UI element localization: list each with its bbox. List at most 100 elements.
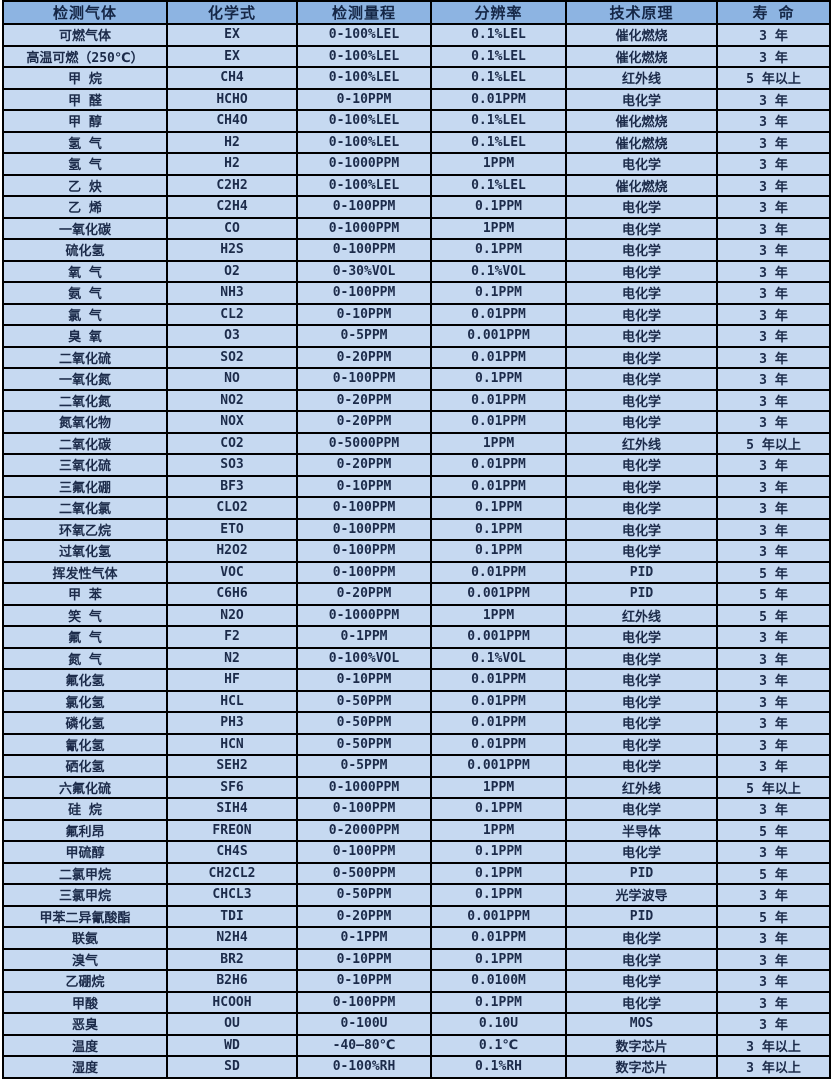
table-row: 二氧化氯 CLO2 0-100PPM 0.1PPM 电化学 3 年	[2, 496, 831, 520]
cell-formula: CH4O	[166, 109, 298, 133]
cell-lifespan: 3 年	[716, 840, 831, 864]
table-row: 氰化氢 HCN 0-50PPM 0.01PPM 电化学 3 年	[2, 732, 831, 756]
cell-gas: 氧 气	[2, 259, 168, 283]
cell-formula: N2O	[166, 603, 298, 627]
cell-principle: 电化学	[565, 216, 718, 240]
cell-lifespan: 3 年	[716, 646, 831, 670]
cell-formula: FREON	[166, 818, 298, 842]
cell-resolution: 0.01PPM	[430, 388, 567, 412]
cell-gas: 氮氧化物	[2, 410, 168, 434]
cell-range: 0-10PPM	[296, 302, 432, 326]
cell-gas: 甲 苯	[2, 582, 168, 606]
table-row: 甲苯二异氰酸酯 TDI 0-20PPM 0.001PPM PID 5 年	[2, 904, 831, 928]
cell-principle: 电化学	[565, 840, 718, 864]
cell-principle: 红外线	[565, 775, 718, 799]
cell-lifespan: 3 年	[716, 969, 831, 993]
cell-lifespan: 3 年	[716, 797, 831, 821]
cell-range: 0-100PPM	[296, 517, 432, 541]
cell-resolution: 1PPM	[430, 775, 567, 799]
cell-range: 0-20PPM	[296, 345, 432, 369]
cell-principle: 电化学	[565, 732, 718, 756]
cell-formula: EX	[166, 44, 298, 68]
table-row: 氢 气 H2 0-100%LEL 0.1%LEL 催化燃烧 3 年	[2, 130, 831, 154]
cell-principle: 半导体	[565, 818, 718, 842]
cell-principle: 电化学	[565, 625, 718, 649]
cell-resolution: 0.1PPM	[430, 861, 567, 885]
cell-principle: PID	[565, 582, 718, 606]
cell-principle: 电化学	[565, 195, 718, 219]
cell-range: 0-100PPM	[296, 797, 432, 821]
cell-range: 0-20PPM	[296, 582, 432, 606]
cell-resolution: 0.01PPM	[430, 711, 567, 735]
cell-resolution: 1PPM	[430, 603, 567, 627]
table-row: 六氟化硫 SF6 0-1000PPM 1PPM 红外线 5 年以上	[2, 775, 831, 799]
cell-range: 0-100U	[296, 1012, 432, 1036]
cell-lifespan: 3 年	[716, 668, 831, 692]
cell-resolution: 0.01PPM	[430, 732, 567, 756]
cell-formula: C6H6	[166, 582, 298, 606]
table-row: 氧 气 O2 0-30%VOL 0.1%VOL 电化学 3 年	[2, 259, 831, 283]
cell-resolution: 0.10U	[430, 1012, 567, 1036]
cell-range: 0-100%VOL	[296, 646, 432, 670]
table-row: 氮 气 N2 0-100%VOL 0.1%VOL 电化学 3 年	[2, 646, 831, 670]
table-row: 温度 WD -40—80℃ 0.1℃ 数字芯片 3 年以上	[2, 1033, 831, 1057]
table-header-row: 检测气体 化学式 检测量程 分辨率 技术原理 寿 命	[2, 0, 831, 25]
cell-range: 0-100PPM	[296, 238, 432, 262]
cell-formula: O3	[166, 324, 298, 348]
cell-lifespan: 3 年	[716, 216, 831, 240]
column-header-formula: 化学式	[166, 0, 298, 25]
cell-gas: 溴气	[2, 947, 168, 971]
cell-resolution: 0.1PPM	[430, 195, 567, 219]
cell-gas: 三氟化硼	[2, 474, 168, 498]
table-row: 三氧化硫 SO3 0-20PPM 0.01PPM 电化学 3 年	[2, 453, 831, 477]
cell-range: 0-5000PPM	[296, 431, 432, 455]
cell-range: 0-100%RH	[296, 1055, 432, 1079]
cell-resolution: 0.01PPM	[430, 302, 567, 326]
cell-lifespan: 5 年以上	[716, 66, 831, 90]
cell-range: 0-100PPM	[296, 560, 432, 584]
cell-principle: 电化学	[565, 474, 718, 498]
cell-gas: 硅 烷	[2, 797, 168, 821]
cell-formula: PH3	[166, 711, 298, 735]
cell-resolution: 0.01PPM	[430, 453, 567, 477]
table-row: 氨 气 NH3 0-100PPM 0.1PPM 电化学 3 年	[2, 281, 831, 305]
cell-resolution: 0.001PPM	[430, 582, 567, 606]
cell-range: 0-10PPM	[296, 474, 432, 498]
cell-gas: 恶臭	[2, 1012, 168, 1036]
cell-resolution: 0.1%LEL	[430, 23, 567, 47]
cell-gas: 磷化氢	[2, 711, 168, 735]
table-row: 甲 烷 CH4 0-100%LEL 0.1%LEL 红外线 5 年以上	[2, 66, 831, 90]
cell-range: 0-20PPM	[296, 453, 432, 477]
cell-resolution: 0.1PPM	[430, 797, 567, 821]
cell-gas: 环氧乙烷	[2, 517, 168, 541]
cell-range: 0-10PPM	[296, 87, 432, 111]
cell-range: 0-50PPM	[296, 711, 432, 735]
cell-range: 0-50PPM	[296, 883, 432, 907]
cell-principle: 光学波导	[565, 883, 718, 907]
cell-lifespan: 5 年以上	[716, 431, 831, 455]
cell-formula: N2H4	[166, 926, 298, 950]
cell-formula: CH4S	[166, 840, 298, 864]
table-row: 环氧乙烷 ETO 0-100PPM 0.1PPM 电化学 3 年	[2, 517, 831, 541]
cell-resolution: 0.001PPM	[430, 625, 567, 649]
cell-lifespan: 5 年	[716, 818, 831, 842]
cell-resolution: 0.1PPM	[430, 496, 567, 520]
cell-formula: SIH4	[166, 797, 298, 821]
cell-principle: 电化学	[565, 324, 718, 348]
table-row: 氟利昂 FREON 0-2000PPM 1PPM 半导体 5 年	[2, 818, 831, 842]
cell-principle: 红外线	[565, 431, 718, 455]
cell-lifespan: 3 年	[716, 44, 831, 68]
cell-resolution: 0.1%LEL	[430, 109, 567, 133]
cell-gas: 氟利昂	[2, 818, 168, 842]
cell-lifespan: 3 年	[716, 625, 831, 649]
cell-formula: EX	[166, 23, 298, 47]
cell-range: 0-10PPM	[296, 668, 432, 692]
table-row: 氢 气 H2 0-1000PPM 1PPM 电化学 3 年	[2, 152, 831, 176]
table-row: 乙硼烷 B2H6 0-10PPM 0.0100M 电化学 3 年	[2, 969, 831, 993]
table-row: 笑 气 N2O 0-1000PPM 1PPM 红外线 5 年	[2, 603, 831, 627]
cell-gas: 氢 气	[2, 152, 168, 176]
cell-resolution: 0.1%VOL	[430, 646, 567, 670]
cell-resolution: 0.01PPM	[430, 410, 567, 434]
cell-gas: 氮 气	[2, 646, 168, 670]
cell-resolution: 0.01PPM	[430, 926, 567, 950]
